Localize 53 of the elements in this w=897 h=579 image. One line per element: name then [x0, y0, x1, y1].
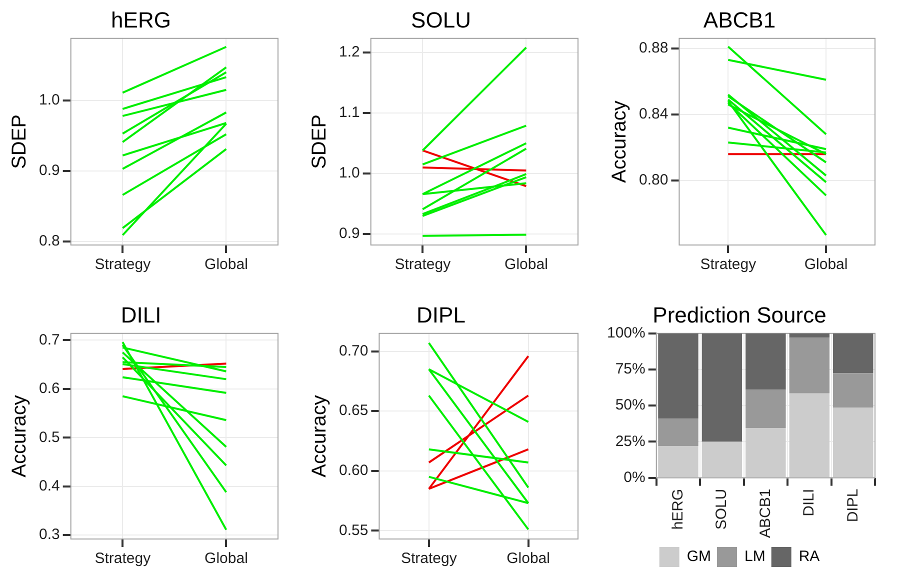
x-tick-label: DIPL [844, 488, 862, 522]
chart-title: hERG [111, 7, 171, 32]
chart-title: DILI [120, 302, 162, 328]
y-tick-label: 75% [615, 360, 646, 378]
x-tick-label: Strategy [394, 256, 452, 274]
y-tick-label: 0.60 [338, 462, 368, 480]
y-tick-label: 0.6 [38, 380, 60, 398]
legend-label: LM [744, 548, 766, 566]
legend-label: RA [798, 548, 820, 566]
y-tick-label: 1.1 [338, 104, 360, 122]
x-tick-label: Strategy [400, 550, 458, 568]
y-tick-label: 0.8 [38, 232, 60, 250]
chart-title: DIPL [416, 302, 466, 328]
x-tick-label: hERG [669, 488, 686, 530]
y-tick-label: 50% [615, 396, 646, 414]
x-tick-label: Global [506, 550, 550, 568]
y-tick-label: 0.9 [38, 162, 60, 180]
x-tick-label: Strategy [700, 256, 757, 274]
x-tick-label: Global [204, 256, 248, 274]
y-tick-label: 25% [615, 432, 646, 450]
y-tick-label: 1.0 [38, 92, 60, 109]
y-tick-label: 1.2 [338, 43, 360, 60]
x-tick-label: DILI [800, 488, 818, 516]
y-tick-label: 1.0 [338, 164, 360, 182]
y-tick-label: 0.4 [38, 478, 60, 495]
x-tick-label: ABCB1 [756, 488, 774, 538]
y-axis-title: Accuracy [308, 395, 331, 478]
x-tick-label: Global [804, 256, 848, 274]
y-tick-label: 0.88 [638, 39, 668, 56]
y-tick-label: 0.84 [638, 106, 668, 123]
y-tick-label: 0.7 [38, 331, 60, 348]
chart-title: SOLU [411, 7, 471, 32]
y-tick-label: 0.5 [38, 428, 60, 446]
x-tick-label: Global [204, 550, 248, 568]
y-tick-label: 0.70 [338, 342, 368, 360]
y-axis-title: SDEP [308, 114, 331, 169]
x-tick-label: Strategy [94, 550, 152, 568]
y-tick-label: 0.80 [638, 172, 668, 189]
chart-title: ABCB1 [703, 7, 776, 32]
y-tick-label: 0.65 [338, 402, 368, 420]
x-tick-label: Strategy [94, 256, 152, 274]
y-tick-label: 0.55 [338, 522, 368, 539]
y-tick-label: 0.3 [38, 526, 60, 544]
x-tick-label: Global [504, 256, 548, 274]
y-tick-label: 0% [624, 468, 646, 486]
chart-title: Prediction Source [652, 302, 826, 328]
y-axis-title: Accuracy [608, 100, 631, 183]
y-axis-title: Accuracy [8, 395, 31, 478]
y-tick-label: 100% [606, 324, 646, 342]
legend-label: GM [686, 548, 712, 566]
y-tick-label: 0.9 [338, 225, 360, 242]
y-axis-title: SDEP [8, 114, 31, 169]
x-tick-label: SOLU [713, 488, 730, 530]
